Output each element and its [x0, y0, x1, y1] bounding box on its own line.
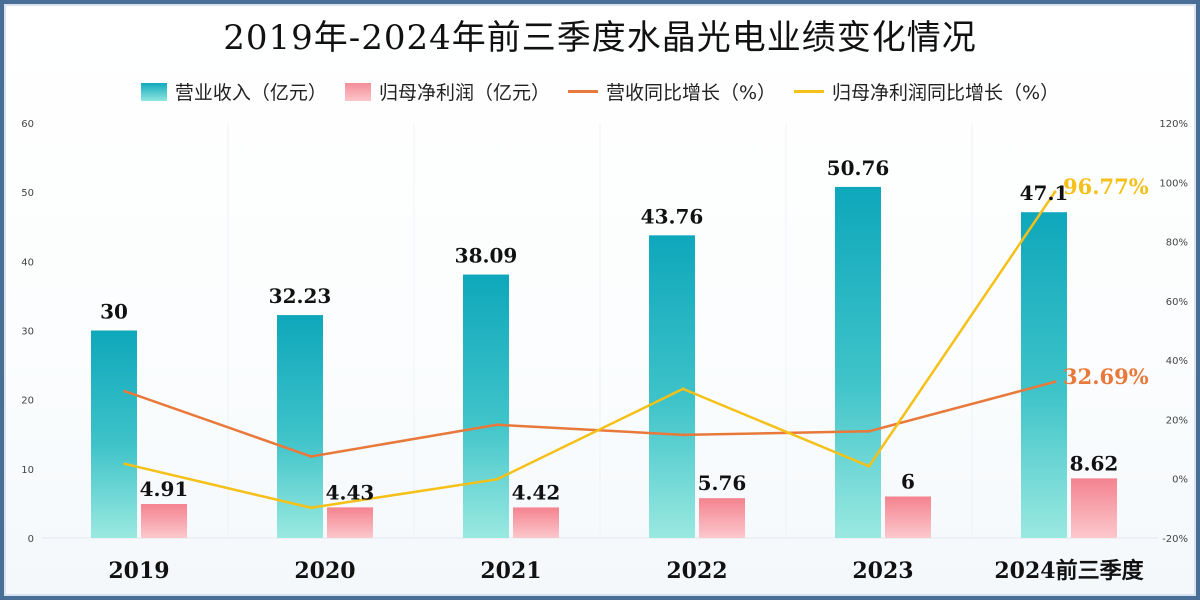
profit-data-label: 6 [901, 470, 915, 494]
revenue-data-label: 32.23 [269, 284, 332, 308]
y-left-tick-label: 40 [21, 257, 34, 268]
legend-item-profit: 归母净利润（亿元） [344, 78, 550, 105]
legend-swatch-profit-growth [794, 90, 825, 93]
legend-swatch-revenue [140, 82, 167, 101]
profit-bar [141, 504, 187, 538]
revenue-bar [1021, 212, 1067, 538]
profit-data-label: 4.43 [326, 480, 375, 504]
revenue-growth-point [309, 454, 313, 458]
revenue-data-label: 38.09 [455, 244, 518, 268]
revenue-data-label: 47.1 [1020, 181, 1069, 205]
profit-data-label: 4.91 [140, 477, 189, 501]
y-right-tick-label: 0% [1172, 475, 1188, 486]
revenue-growth-end-label: 32.69% [1063, 364, 1149, 389]
profit-growth-point [867, 464, 871, 468]
x-tick-label: 2021 [480, 558, 541, 584]
revenue-data-label: 43.76 [641, 204, 704, 228]
legend-label-revenue-growth: 营收同比增长（%） [605, 82, 777, 104]
profit-bar [1071, 478, 1117, 538]
revenue-data-label: 30 [100, 300, 128, 324]
profit-growth-line [124, 191, 1057, 510]
y-right-tick-label: 120% [1159, 119, 1188, 130]
revenue-data-label: 50.76 [827, 156, 890, 180]
y-left-tick-label: 10 [21, 465, 34, 476]
y-left-tick-label: 50 [21, 188, 34, 199]
y-right-tick-label: 40% [1166, 356, 1188, 367]
y-left-tick-label: 20 [21, 396, 34, 407]
revenue-bar [91, 330, 137, 538]
profit-data-label: 4.42 [512, 480, 561, 504]
legend-swatch-revenue-growth [567, 90, 598, 93]
x-tick-label: 2019 [108, 558, 169, 584]
profit-growth-point [309, 506, 313, 510]
profit-bar [327, 507, 373, 538]
profit-bar [513, 507, 559, 538]
legend-label-profit: 归母净利润（亿元） [378, 82, 550, 104]
revenue-bar [463, 274, 509, 538]
legend-item-revenue: 营业收入（亿元） [140, 78, 327, 105]
legend-item-revenue-growth: 营收同比增长（%） [567, 78, 777, 105]
y-right-tick-label: -20% [1162, 534, 1188, 545]
revenue-growth-point [495, 423, 499, 427]
y-right-tick-label: 20% [1166, 415, 1188, 426]
revenue-growth-point [681, 433, 685, 437]
revenue-growth-point [1053, 380, 1057, 384]
x-tick-label: 2020 [294, 558, 355, 584]
chart-title: 2019年-2024年前三季度水晶光电业绩变化情况 [223, 18, 977, 58]
profit-bar [885, 496, 931, 538]
revenue-growth-point [867, 429, 871, 433]
profit-growth-point [495, 477, 499, 481]
profit-growth-end-label: 96.77% [1063, 174, 1149, 199]
legend-label-profit-growth: 归母净利润同比增长（%） [832, 82, 1060, 104]
revenue-bar [649, 235, 695, 538]
profit-growth-point [123, 462, 127, 466]
legend-label-revenue: 营业收入（亿元） [174, 82, 327, 104]
revenue-bar [835, 186, 881, 538]
y-left-tick-label: 60 [21, 119, 34, 130]
x-tick-label: 2022 [666, 558, 727, 584]
legend-item-profit-growth: 归母净利润同比增长（%） [794, 78, 1059, 105]
x-tick-label: 2023 [852, 558, 913, 584]
legend-swatch-profit [344, 82, 371, 101]
revenue-growth-point [123, 389, 127, 393]
profit-bar [699, 498, 745, 538]
y-right-tick-label: 60% [1166, 297, 1188, 308]
y-left-tick-label: 0 [28, 534, 34, 545]
legend: 营业收入（亿元） 归母净利润（亿元） 营收同比增长（%） 归母净利润同比增长（%… [0, 78, 1200, 105]
y-right-tick-label: 80% [1166, 238, 1188, 249]
profit-growth-point [681, 387, 685, 391]
profit-data-label: 8.62 [1070, 451, 1119, 475]
y-left-tick-label: 30 [21, 327, 34, 338]
profit-data-label: 5.76 [698, 471, 747, 495]
profit-growth-point [1053, 190, 1057, 194]
y-right-tick-label: 100% [1159, 178, 1188, 189]
x-tick-label: 2024前三季度 [994, 558, 1144, 584]
revenue-growth-line [124, 380, 1056, 458]
